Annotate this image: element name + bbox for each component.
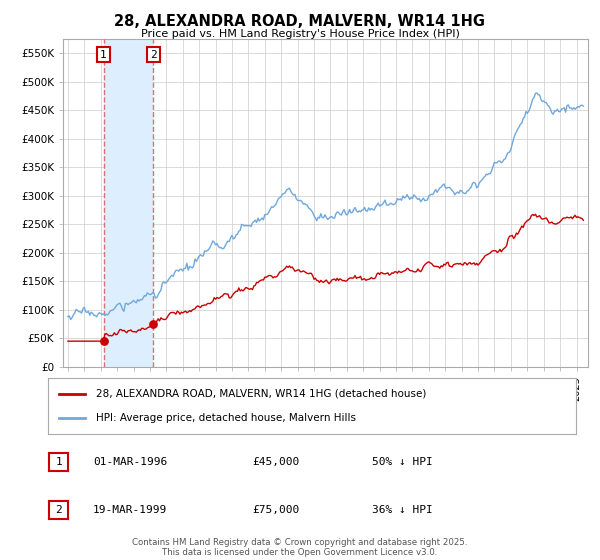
- Point: [149, 320, 158, 329]
- Text: 2: 2: [55, 505, 62, 515]
- Text: £45,000: £45,000: [252, 457, 299, 467]
- Text: HPI: Average price, detached house, Malvern Hills: HPI: Average price, detached house, Malv…: [95, 413, 356, 423]
- Text: 1: 1: [55, 457, 62, 467]
- Text: £75,000: £75,000: [252, 505, 299, 515]
- Text: 50% ↓ HPI: 50% ↓ HPI: [372, 457, 433, 467]
- Bar: [104, 39, 154, 367]
- Text: 28, ALEXANDRA ROAD, MALVERN, WR14 1HG (detached house): 28, ALEXANDRA ROAD, MALVERN, WR14 1HG (d…: [95, 389, 426, 399]
- Point: [99, 337, 109, 346]
- Text: 1: 1: [100, 50, 107, 59]
- Text: 2: 2: [150, 50, 157, 59]
- Text: 01-MAR-1996: 01-MAR-1996: [93, 457, 167, 467]
- Text: Contains HM Land Registry data © Crown copyright and database right 2025.
This d: Contains HM Land Registry data © Crown c…: [132, 538, 468, 557]
- Text: Price paid vs. HM Land Registry's House Price Index (HPI): Price paid vs. HM Land Registry's House …: [140, 29, 460, 39]
- Text: 28, ALEXANDRA ROAD, MALVERN, WR14 1HG: 28, ALEXANDRA ROAD, MALVERN, WR14 1HG: [115, 14, 485, 29]
- Text: 36% ↓ HPI: 36% ↓ HPI: [372, 505, 433, 515]
- Text: 19-MAR-1999: 19-MAR-1999: [93, 505, 167, 515]
